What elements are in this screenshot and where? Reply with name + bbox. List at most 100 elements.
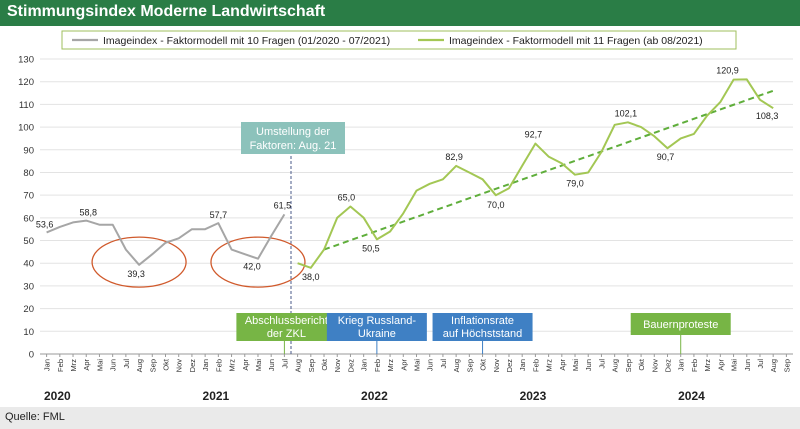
annotation-text: Umstellung der — [256, 126, 330, 138]
x-tick-label: Okt — [320, 358, 329, 371]
event-text: Inflationsrate — [451, 315, 514, 327]
x-tick-label: Mrz — [545, 359, 554, 372]
data-label: 70,0 — [487, 200, 505, 210]
data-label: 38,0 — [302, 272, 320, 282]
y-tick-label: 100 — [18, 123, 34, 134]
y-tick-label: 120 — [18, 77, 34, 88]
event-text: Bauernproteste — [643, 319, 718, 331]
series-line-10-fragen — [46, 213, 286, 266]
x-tick-label: Sep — [307, 359, 316, 372]
x-tick-label: Dez — [346, 359, 355, 373]
data-label: 120,9 — [716, 66, 739, 76]
chart-title: Stimmungsindex Moderne Landwirtschaft — [7, 3, 326, 20]
y-tick-label: 40 — [23, 259, 34, 270]
footer-bar: Quelle: FML — [0, 407, 800, 429]
event-box — [432, 313, 533, 341]
source-note: Quelle: FML — [5, 411, 65, 423]
x-tick-label: Jan — [43, 359, 52, 371]
x-tick-label: Apr — [399, 358, 408, 370]
data-label: 102,1 — [615, 108, 638, 118]
data-label: 90,7 — [657, 152, 675, 162]
x-tick-label: Jul — [756, 359, 765, 369]
x-tick-label: Jul — [122, 359, 131, 369]
x-tick-label: Jun — [267, 359, 276, 371]
event-box — [326, 313, 427, 341]
data-label: 57,7 — [210, 210, 228, 220]
legend-box — [61, 30, 737, 50]
event-box — [236, 313, 337, 341]
data-label: 42,0 — [243, 262, 261, 272]
axis-layer: 0 10 20 30 40 50 60 70 80 90 100 110 120 130 Jan Feb Mrz… — [18, 55, 791, 404]
y-tick-label: 60 — [23, 213, 34, 224]
x-tick-label: Aug — [294, 359, 303, 372]
x-tick-label: Sep — [148, 359, 157, 372]
event-text: Krieg Russland- — [338, 315, 417, 327]
y-tick-label: 10 — [23, 327, 34, 338]
data-label: 92,7 — [525, 130, 543, 140]
y-tick-label: 130 — [18, 55, 34, 66]
x-tick-label: Jan — [677, 359, 686, 371]
event-text: auf Höchststand — [443, 328, 523, 340]
data-label: 108,3 — [756, 111, 779, 121]
x-tick-label: Nov — [175, 359, 184, 373]
x-tick-label: Jul — [280, 359, 289, 369]
y-tick-label: 20 — [23, 304, 34, 315]
label-layer: 53,6 58,8 39,3 57,7 42,0 61,5 38,0 65,0 50,5 82,9… — [36, 66, 779, 282]
y-tick-label: 0 — [29, 350, 34, 361]
x-tick-label: Apr — [558, 358, 567, 370]
x-tick-label: Sep — [624, 359, 633, 372]
data-label: 58,8 — [79, 208, 97, 218]
decor-layer: Umstellung der Faktoren: Aug. 21 — [91, 122, 345, 354]
annotation-text: Faktoren: Aug. 21 — [250, 140, 337, 152]
x-tick-label: Aug — [135, 359, 144, 372]
title-bar: Stimmungsindex Moderne Landwirtschaft — [0, 0, 800, 26]
x-tick-label: Apr — [82, 358, 91, 370]
y-tick-label: 110 — [19, 100, 34, 111]
series-layer — [46, 78, 774, 269]
data-label: 50,5 — [362, 243, 380, 253]
x-tick-label: Nov — [492, 359, 501, 373]
series-line-11-fragen — [297, 78, 774, 269]
legend-label-11-fragen: Imageindex - Faktormodell mit 11 Fragen … — [449, 35, 703, 47]
legend: Imageindex - Faktormodell mit 10 Fragen … — [61, 30, 737, 50]
x-tick-label: Apr — [241, 358, 250, 370]
chart-canvas: 0 10 20 30 40 50 60 70 80 90 100 110 120 130 Jan Feb Mrz… — [18, 30, 793, 404]
x-tick-label: Dez — [664, 359, 673, 373]
x-tick-label: Mai — [254, 359, 263, 371]
event-text: Abschlussbericht — [245, 315, 328, 327]
year-label: 2022 — [361, 389, 388, 403]
highlight-circle — [91, 236, 187, 288]
y-tick-label: 50 — [23, 236, 34, 247]
data-label: 65,0 — [338, 193, 356, 203]
x-tick-label: Dez — [188, 359, 197, 373]
grid-layer — [40, 58, 793, 355]
data-label: 82,9 — [445, 152, 463, 162]
x-tick-label: Jan — [201, 359, 210, 371]
x-tick-label: Mai — [413, 359, 422, 371]
x-tick-label: Jul — [439, 359, 448, 369]
x-tick-label: Okt — [637, 358, 646, 371]
x-tick-label: Jun — [743, 359, 752, 371]
x-tick-label: Nov — [650, 359, 659, 373]
x-tick-label: Sep — [782, 359, 791, 372]
data-label: 53,6 — [36, 219, 54, 229]
x-tick-label: Feb — [214, 359, 223, 372]
year-label: 2023 — [520, 389, 547, 403]
x-tick-label: Mai — [571, 359, 580, 371]
x-tick-label: Jul — [597, 359, 606, 369]
annotation-box — [241, 122, 345, 154]
legend-label-10-fragen: Imageindex - Faktormodell mit 10 Fragen … — [103, 35, 390, 47]
x-tick-label: Feb — [531, 359, 540, 372]
x-tick-label: Mrz — [228, 359, 237, 372]
year-label: 2021 — [203, 389, 230, 403]
data-label: 79,0 — [566, 179, 584, 189]
year-label: 2020 — [44, 389, 71, 403]
x-tick-label: Mai — [95, 359, 104, 371]
highlight-circle — [210, 236, 306, 288]
event-box — [630, 313, 731, 335]
y-tick-label: 90 — [23, 145, 34, 156]
x-tick-label: Apr — [716, 358, 725, 370]
x-tick-label: Jan — [518, 359, 527, 371]
x-tick-label: Sep — [465, 359, 474, 372]
